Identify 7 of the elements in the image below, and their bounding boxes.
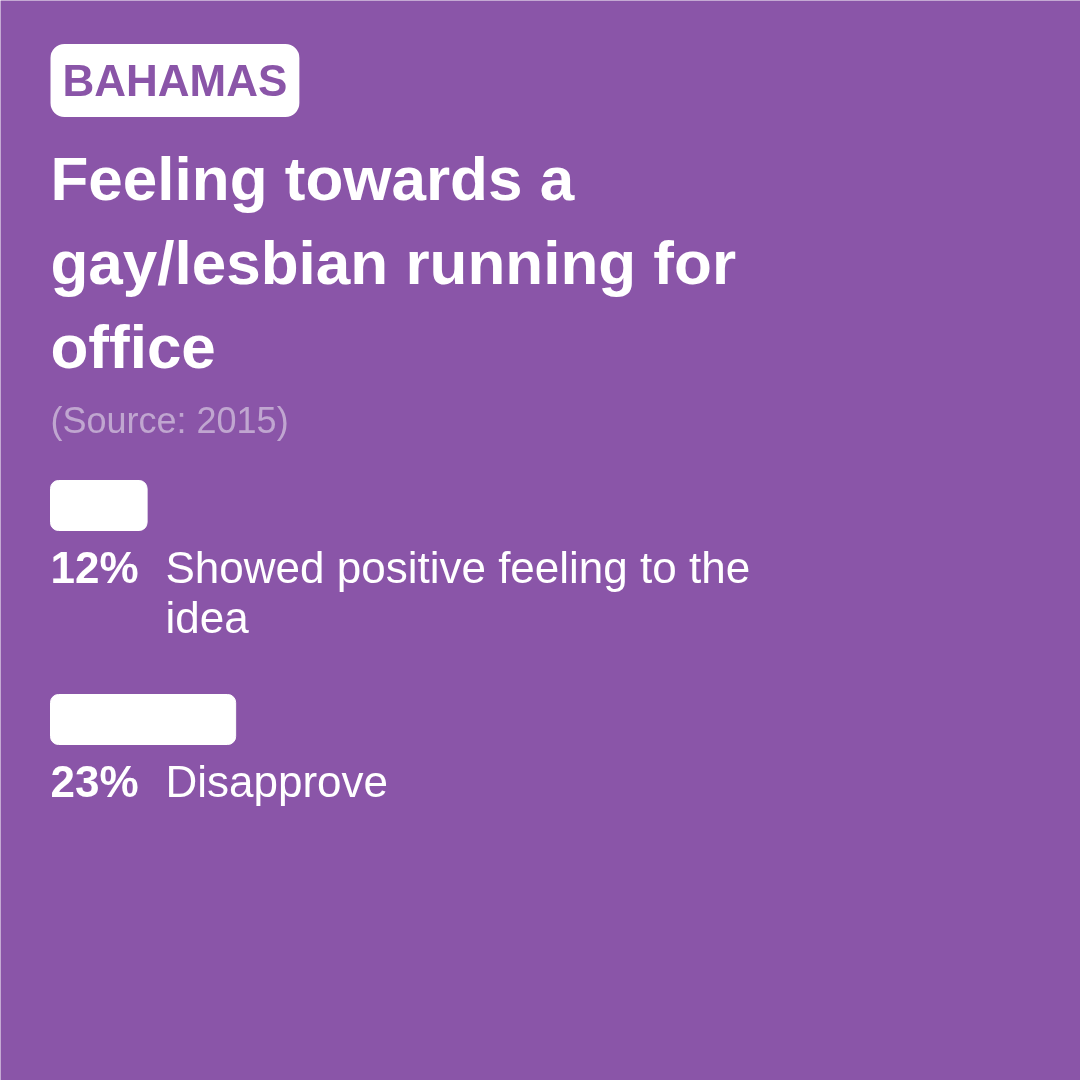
text: (Source: 2015) (50, 400, 289, 441)
y-tick-label: Showed positive feeling to the idea (165, 543, 751, 642)
data-label: 23% (50, 757, 139, 806)
text: BAHAMAS (62, 56, 288, 105)
text: Feeling towards a gay/lesbian running for office (50, 144, 737, 381)
data-label: 12% (50, 543, 139, 592)
y-tick-label: Disapprove (165, 757, 389, 806)
